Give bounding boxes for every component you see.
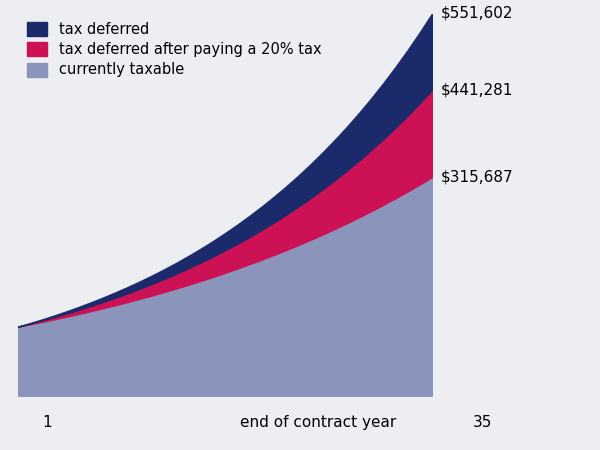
Text: $315,687: $315,687 [441, 170, 514, 184]
Legend: tax deferred, tax deferred after paying a 20% tax, currently taxable: tax deferred, tax deferred after paying … [22, 18, 326, 82]
Text: 35: 35 [473, 415, 492, 430]
Text: end of contract year: end of contract year [240, 415, 396, 430]
Text: $441,281: $441,281 [441, 82, 514, 98]
Text: $551,602: $551,602 [441, 6, 514, 21]
Text: 1: 1 [42, 415, 52, 430]
